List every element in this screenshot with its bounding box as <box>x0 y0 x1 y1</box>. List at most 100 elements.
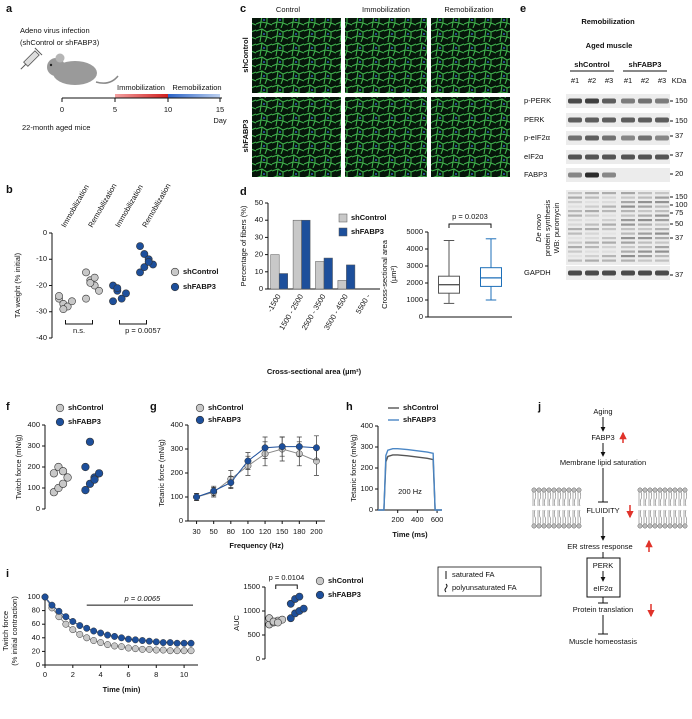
legend-label: shControl <box>208 403 243 412</box>
y-tick-label: 0 <box>259 284 263 293</box>
blot-row-label: eIF2α <box>524 152 544 161</box>
data-point <box>81 462 90 472</box>
panel-label: b <box>6 184 13 196</box>
blot-smear <box>602 201 616 204</box>
x-tick-label: 400 <box>411 515 424 524</box>
blot-smear <box>568 196 582 199</box>
blot-smear <box>621 223 635 226</box>
data-point <box>299 604 308 613</box>
lipid-head <box>556 523 562 529</box>
significance-bracket <box>65 320 93 325</box>
data-point <box>62 620 70 628</box>
data-point <box>76 630 84 638</box>
legend-text: saturated FA <box>452 570 495 579</box>
y-tick-label: 5000 <box>406 227 423 236</box>
lipid-tail <box>537 491 542 507</box>
blot-smear <box>621 250 635 253</box>
blot-smear <box>602 219 616 222</box>
data-point <box>138 645 146 653</box>
lipid-head <box>677 523 683 529</box>
blot-band <box>585 98 599 104</box>
data-point <box>286 614 295 623</box>
data-point <box>69 626 77 634</box>
panel-label: g <box>150 401 157 413</box>
data-point <box>140 263 149 272</box>
blot-smear <box>602 237 616 240</box>
data-point <box>159 639 167 647</box>
blot-smear <box>585 223 599 226</box>
legend-label: shControl <box>403 403 438 412</box>
data-point <box>136 242 144 251</box>
blot-smear <box>602 210 616 213</box>
lipid-tail <box>658 509 663 525</box>
blot-smear <box>568 223 582 226</box>
x-tick-label: 50 <box>210 527 218 536</box>
data-point <box>152 646 160 654</box>
lipid-tail <box>562 491 567 507</box>
y-tick-label: -40 <box>36 333 47 342</box>
data-point <box>173 639 181 647</box>
y-tick-label: 0 <box>43 228 47 237</box>
blot-strip <box>566 113 670 127</box>
data-point <box>58 467 68 476</box>
legend-swatch <box>315 590 325 600</box>
legend-swatch <box>338 213 348 223</box>
lipid-tail <box>572 509 577 525</box>
y-axis-label: Twitch force (mN/g) <box>14 434 23 500</box>
x-tick-label: 180 <box>293 527 306 536</box>
y-tick-label: 500 <box>247 630 260 639</box>
blot-band <box>585 135 599 141</box>
marker-label: 150 <box>675 116 688 125</box>
x-tick-label: 0 <box>43 670 47 679</box>
lipid-tail <box>653 509 658 525</box>
syringe-needle <box>20 63 27 70</box>
row-label: shControl <box>241 37 250 72</box>
data-point <box>244 457 252 465</box>
blot-smear <box>638 210 652 213</box>
y-tick-label: 50 <box>255 198 263 207</box>
group-label: shFABP3 <box>629 60 662 69</box>
y-tick-label: 80 <box>32 606 40 615</box>
data-point <box>82 294 90 303</box>
data-point <box>152 638 160 646</box>
y-tick-label: 0 <box>369 505 373 514</box>
lipid-head <box>536 523 542 529</box>
blot-band <box>638 98 652 104</box>
blot-smear <box>568 205 582 208</box>
data-point <box>111 632 118 640</box>
bar <box>292 219 302 290</box>
blot-strip <box>566 190 670 265</box>
blot-smear <box>655 214 669 217</box>
data-point <box>69 618 77 625</box>
blot-smear <box>585 205 599 208</box>
category-label: Immobilization <box>59 183 91 229</box>
blot-band <box>655 98 669 104</box>
y-tick-label: 400 <box>170 420 183 429</box>
x-tick-label: 100 <box>242 527 255 536</box>
bar <box>315 261 325 290</box>
data-point <box>295 443 303 451</box>
lipid-head <box>677 487 683 493</box>
x-tick-label: 80 <box>227 527 235 536</box>
legend-label: shControl <box>328 576 363 585</box>
legend-label: shFABP3 <box>403 415 436 424</box>
micrograph <box>431 97 510 177</box>
lipid-tail <box>557 491 562 507</box>
blot-smear <box>568 232 582 235</box>
lipid-head <box>682 523 688 529</box>
bar <box>337 280 347 290</box>
blot-smear <box>621 232 635 235</box>
x-tick-label: 8 <box>154 670 158 679</box>
data-point <box>125 644 132 652</box>
data-point <box>68 297 76 306</box>
lipid-head <box>536 487 542 493</box>
blot-smear <box>602 246 616 249</box>
blot-smear <box>585 201 599 204</box>
data-point <box>55 292 63 300</box>
legend-label: shFABP3 <box>183 282 216 291</box>
blot-smear <box>585 246 599 249</box>
blot-subtitle: Aged muscle <box>586 41 633 50</box>
marker-label: 150 <box>675 192 688 201</box>
blot-smear <box>638 205 652 208</box>
blot-band <box>638 270 652 276</box>
